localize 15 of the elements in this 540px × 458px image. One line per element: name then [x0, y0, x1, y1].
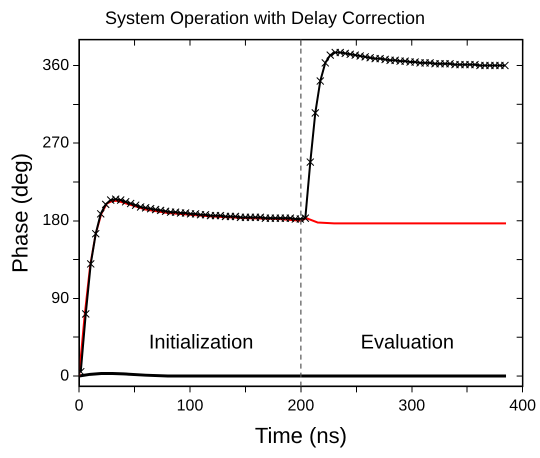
- x-tick-label: 0: [74, 397, 84, 414]
- annotation: Initialization: [148, 332, 254, 354]
- chart-title: System Operation with Delay Correction: [104, 8, 426, 28]
- y-tick-label: 360: [42, 56, 70, 74]
- x-tick-label: 100: [176, 397, 204, 414]
- y-tick-label: 180: [42, 212, 70, 230]
- y-axis-title: Phase (deg): [7, 153, 32, 273]
- x-tick-label: 300: [398, 397, 426, 414]
- x-tick-label: 200: [288, 397, 314, 414]
- y-tick-label: 0: [60, 367, 70, 384]
- x-axis-title: Time (ns): [254, 422, 347, 448]
- annotation: Evaluation: [360, 332, 454, 354]
- y-tick-label: 90: [51, 290, 70, 307]
- y-tick-label: 270: [42, 134, 70, 152]
- x-tick-label: 400: [509, 397, 536, 414]
